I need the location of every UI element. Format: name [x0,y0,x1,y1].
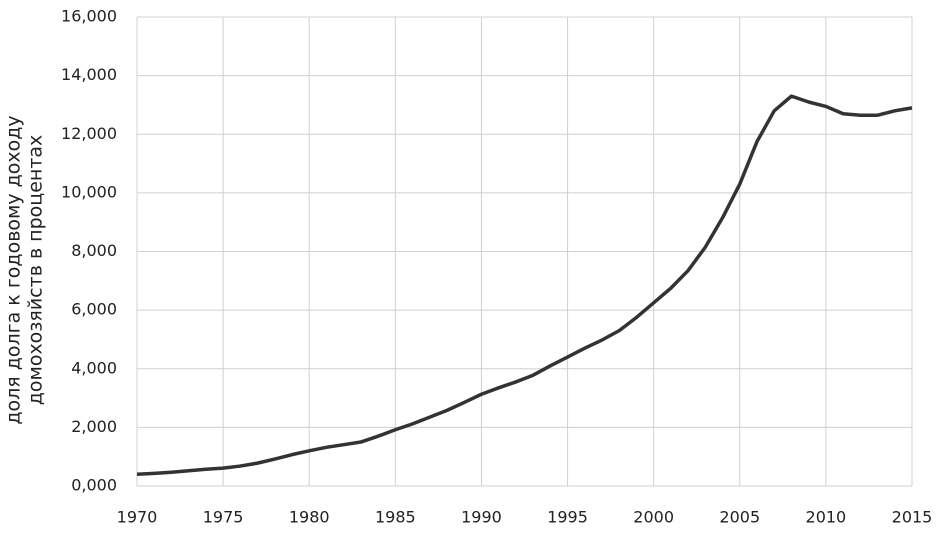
y-tick-label: 2,000 [71,417,117,436]
x-tick-label: 2005 [719,508,760,527]
y-tick-label: 8,000 [71,241,117,260]
x-tick-label: 1995 [547,508,588,527]
data-line [136,94,913,477]
y-tick-label: 6,000 [71,300,117,319]
x-tick-label: 2010 [806,508,847,527]
y-tick-label: 12,000 [61,124,117,143]
y-tick-label: 14,000 [61,65,117,84]
x-tick-label: 1970 [117,508,158,527]
y-axis-label: доля долга к годовому доходу [3,115,25,424]
y-tick-label: 10,000 [61,182,117,201]
x-tick-label: 1980 [289,508,330,527]
y-tick-label: 4,000 [71,358,117,377]
x-tick-label: 2000 [633,508,674,527]
y-tick-label: 0,000 [71,476,117,495]
y-tick-label: 16,000 [61,7,117,26]
y-axis-label: домохозяйств в процентах [25,135,47,406]
x-tick-label: 2015 [892,508,933,527]
x-tick-label: 1990 [461,508,502,527]
x-tick-label: 1975 [203,508,244,527]
x-tick-label: 1985 [375,508,416,527]
